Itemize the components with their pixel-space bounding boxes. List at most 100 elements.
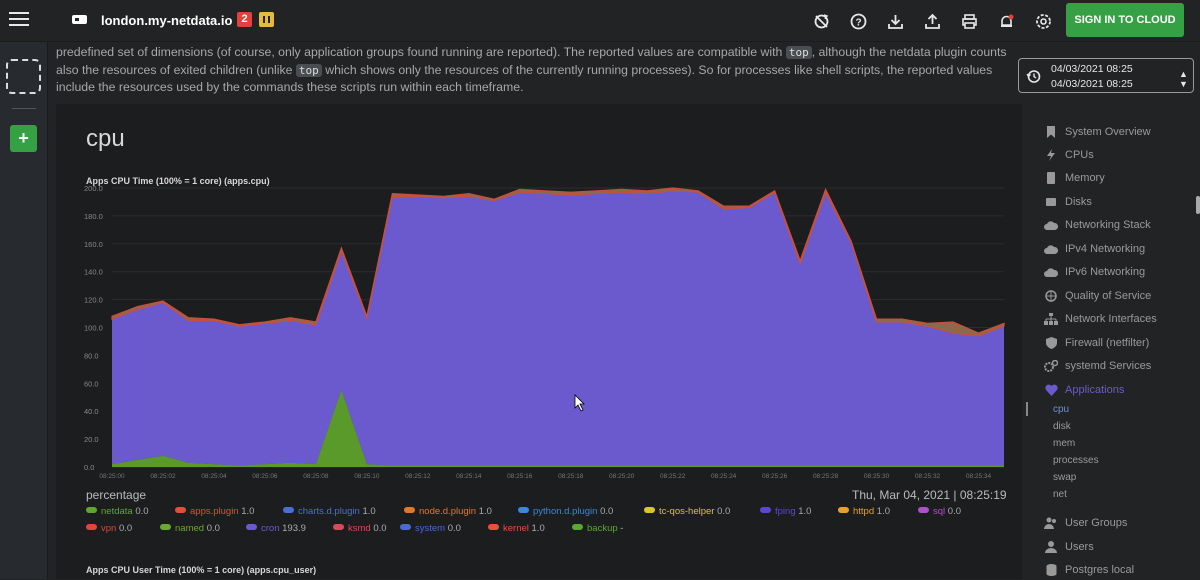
- download-icon[interactable]: [877, 11, 914, 31]
- legend-value: 0.0: [717, 506, 731, 517]
- legend-label: httpd: [853, 506, 877, 517]
- legend-swatch: [400, 524, 411, 530]
- gear-icon[interactable]: [1025, 11, 1062, 31]
- x-tick-label: 08:25:14: [456, 473, 482, 480]
- hamburger-menu-icon[interactable]: [9, 12, 29, 28]
- legend-item-fping[interactable]: fping 1.0: [760, 506, 811, 517]
- nav-item-applications[interactable]: Applications: [1044, 380, 1124, 400]
- nav-item-label: Network Interfaces: [1065, 313, 1157, 325]
- legend-item-sql[interactable]: sql 0.0: [918, 506, 961, 517]
- legend-swatch: [175, 507, 186, 513]
- legend-item-named[interactable]: named 0.0: [160, 523, 220, 534]
- nav-subitem-processes[interactable]: processes: [1053, 455, 1099, 466]
- legend-value: 1.0: [531, 523, 545, 534]
- nav-subitem-net[interactable]: net: [1053, 489, 1067, 500]
- print-icon[interactable]: [951, 11, 988, 31]
- nav-subitem-cpu[interactable]: cpu: [1053, 404, 1070, 415]
- legend-item-cron[interactable]: cron 193.9: [246, 523, 306, 534]
- nav-item-cpus[interactable]: CPUs: [1044, 145, 1094, 165]
- add-space-button[interactable]: +: [10, 125, 37, 152]
- legend-swatch: [518, 507, 529, 513]
- date-range-picker[interactable]: 04/03/2021 08:25 04/03/2021 08:25 ▲ ▼: [1018, 58, 1194, 93]
- nav-item-ipv4-networking[interactable]: IPv4 Networking: [1044, 239, 1145, 259]
- heart-icon: [1044, 383, 1058, 397]
- nav-item-firewall-netfilter[interactable]: Firewall (netfilter): [1044, 333, 1149, 353]
- legend-label: charts.d.plugin: [298, 506, 363, 517]
- nav-item-networking-stack[interactable]: Networking Stack: [1044, 215, 1151, 235]
- nav-item-label: Postgres local: [1065, 564, 1135, 576]
- legend-swatch: [644, 507, 655, 513]
- x-tick-label: 08:25:24: [711, 473, 737, 480]
- nav-item-quality-of-service[interactable]: Quality of Service: [1044, 286, 1151, 306]
- mouse-cursor-icon: [574, 394, 585, 412]
- sign-in-to-cloud-button[interactable]: SIGN IN TO CLOUD: [1066, 3, 1184, 37]
- nav-item-disks[interactable]: Disks: [1044, 192, 1092, 212]
- legend-item-system[interactable]: system 0.0: [400, 523, 461, 534]
- x-tick-label: 08:25:18: [558, 473, 584, 480]
- alarm-count-warning-badge[interactable]: [259, 12, 274, 27]
- y-tick-label: 80.0: [84, 351, 99, 360]
- legend-item-httpd[interactable]: httpd 1.0: [838, 506, 890, 517]
- nav-item-label: Disks: [1065, 196, 1092, 208]
- page-scrollbar[interactable]: [1196, 196, 1200, 214]
- hostname[interactable]: london.my-netdata.io: [101, 13, 233, 28]
- x-tick-label: 08:25:02: [150, 473, 176, 480]
- nav-subitem-disk[interactable]: disk: [1053, 421, 1071, 432]
- legend-item-apps-plugin[interactable]: apps.plugin 1.0: [175, 506, 254, 517]
- chart-legend: netdata 0.0 apps.plugin 1.0 charts.d.plugi…: [86, 506, 1016, 540]
- legend-label: netdata: [101, 506, 136, 517]
- nav-subitem-mem[interactable]: mem: [1053, 438, 1076, 449]
- code-top-1: top: [785, 46, 812, 59]
- legend-value: 1.0: [362, 506, 376, 517]
- bolt-icon: [1044, 148, 1058, 162]
- chart-title: Apps CPU Time (100% = 1 core) (apps.cpu): [86, 176, 270, 186]
- nav-item-label: IPv6 Networking: [1065, 266, 1146, 278]
- apps-cpu-chart[interactable]: 200.0 180.0 160.0 140.0 120.0 100.0 80.0 60.0 40…: [60, 180, 1020, 480]
- legend-item-backup[interactable]: backup -: [572, 523, 623, 534]
- legend-item-charts-d-plugin[interactable]: charts.d.plugin 1.0: [283, 506, 376, 517]
- legend-value: 1.0: [241, 506, 255, 517]
- legend-item-python-d-plugin[interactable]: python.d.plugin 0.0: [518, 506, 613, 517]
- legend-item-ksmd[interactable]: ksmd 0.0: [333, 523, 387, 534]
- nav-item-systemd-services[interactable]: systemd Services: [1044, 356, 1151, 376]
- alarm-icon[interactable]: [988, 11, 1025, 31]
- nav-item-label: System Overview: [1065, 126, 1151, 138]
- legend-item-node-d-plugin[interactable]: node.d.plugin 1.0: [404, 506, 492, 517]
- nav-item-postgres-local[interactable]: Postgres local: [1044, 560, 1134, 580]
- legend-item-netdata[interactable]: netdata 0.0: [86, 506, 149, 517]
- legend-label: node.d.plugin: [419, 506, 479, 517]
- nav-subitem-swap[interactable]: swap: [1053, 472, 1077, 483]
- x-tick-label: 08:25:00: [99, 473, 125, 480]
- legend-swatch: [333, 524, 344, 530]
- legend-value: 0.0: [447, 523, 461, 534]
- nav-item-label: IPv4 Networking: [1065, 243, 1146, 255]
- legend-item-tc-qos-helper[interactable]: tc-qos-helper 0.0: [644, 506, 730, 517]
- legend-row: vpn 0.0 named 0.0 cron 193.9 ksmd 0.0 system…: [86, 523, 1016, 540]
- alarm-count-critical-badge[interactable]: 2: [237, 12, 252, 27]
- upload-icon[interactable]: [914, 11, 951, 31]
- legend-value: 0.0: [118, 523, 133, 534]
- nav-item-user-groups[interactable]: User Groups: [1044, 513, 1127, 533]
- nav-item-label: systemd Services: [1065, 360, 1152, 372]
- legend-item-kernel[interactable]: kernel 1.0: [488, 523, 545, 534]
- sync-icon[interactable]: [803, 11, 840, 31]
- legend-value: 1.0: [478, 506, 492, 517]
- x-tick-label: 08:25:06: [252, 473, 278, 480]
- user-icon: [1044, 540, 1058, 554]
- sitemap-icon: [1044, 312, 1058, 326]
- y-tick-label: 160.0: [84, 240, 103, 249]
- nav-item-memory[interactable]: Memory: [1044, 168, 1105, 188]
- nav-item-network-interfaces[interactable]: Network Interfaces: [1044, 309, 1157, 329]
- svg-text:?: ?: [855, 17, 861, 28]
- nav-item-users[interactable]: Users: [1044, 537, 1094, 557]
- nav-item-label: Applications: [1065, 384, 1125, 396]
- nav-item-system-overview[interactable]: System Overview: [1044, 122, 1151, 142]
- legend-value: 0.0: [600, 506, 614, 517]
- help-icon[interactable]: ?: [840, 11, 877, 31]
- chart-title-cpu-user: Apps CPU User Time (100% = 1 core) (apps…: [86, 565, 317, 575]
- nav-item-ipv6-networking[interactable]: IPv6 Networking: [1044, 262, 1145, 282]
- nav-item-label: Users: [1065, 541, 1094, 553]
- legend-item-vpn[interactable]: vpn 0.0: [86, 523, 132, 534]
- description-text-1: predefined set of dimensions (of course,…: [56, 45, 786, 59]
- space-placeholder-button[interactable]: [6, 59, 41, 94]
